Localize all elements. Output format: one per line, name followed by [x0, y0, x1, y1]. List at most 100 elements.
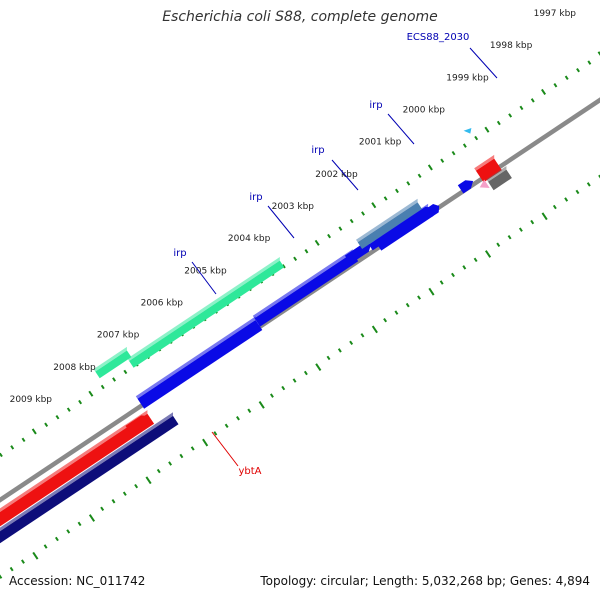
kbp-label: 2002 kbp [315, 170, 358, 180]
inner-tick [202, 438, 209, 447]
outer-tick [474, 135, 479, 141]
inner-tick [21, 559, 25, 564]
kbp-label: 2003 kbp [272, 202, 315, 212]
inner-tick [0, 574, 3, 579]
inner-tick [190, 446, 195, 451]
inner-tick [451, 272, 455, 278]
outer-tick [406, 181, 411, 186]
kbp-label: 2004 kbp [228, 234, 271, 244]
inner-tick [337, 348, 342, 353]
inner-tick [485, 250, 492, 258]
kbp-label: 2008 kbp [53, 363, 96, 373]
gene-label-leader [211, 431, 239, 467]
gene-label-leader [191, 261, 217, 295]
kbp-label: 2000 kbp [403, 106, 446, 116]
outer-tick [440, 158, 445, 163]
inner-tick [292, 378, 297, 383]
irp-feature-steel-bevel [356, 198, 418, 243]
gene-label: irp [369, 100, 382, 111]
outer-tick [21, 437, 26, 443]
inner-tick [417, 295, 421, 300]
gene-label: irp [173, 248, 186, 259]
ybta-feature [125, 415, 150, 435]
outer-tick [44, 422, 49, 427]
outer-tick [293, 256, 298, 262]
irp-feature-blue-lower [137, 320, 263, 409]
outer-tick [576, 67, 580, 73]
kbp-label: 2007 kbp [97, 331, 140, 341]
inner-tick [586, 182, 591, 187]
inner-tick [405, 302, 410, 308]
outer-tick [395, 188, 399, 194]
inner-tick [349, 340, 354, 346]
inner-tick [258, 400, 265, 409]
inner-tick [303, 370, 308, 376]
navy-feature-long-bevel [0, 412, 173, 532]
outer-tick [0, 452, 3, 458]
inner-tick [371, 325, 378, 334]
outer-tick [338, 226, 343, 231]
outer-tick [314, 239, 320, 246]
gene-label: ybtA [238, 466, 261, 477]
inner-tick [100, 506, 105, 512]
inner-tick [360, 333, 365, 338]
outer-tick [541, 88, 547, 96]
inner-tick-ring [0, 174, 600, 579]
outer-tick [427, 164, 433, 171]
outer-tick [304, 249, 309, 254]
inner-tick [269, 393, 274, 398]
inner-tick [518, 227, 523, 232]
inner-tick [541, 212, 548, 221]
inner-tick [496, 242, 501, 247]
kbp-label: 2005 kbp [184, 266, 227, 276]
red-feature-right-bevel [474, 154, 495, 171]
inner-tick [507, 234, 512, 240]
irp-feature-blue-narrow [368, 206, 431, 251]
kbp-label: 2009 kbp [10, 395, 53, 405]
inner-tick [156, 468, 161, 474]
outer-tick [484, 126, 490, 133]
inner-tick [77, 521, 82, 527]
outer-tick [100, 384, 105, 390]
outer-tick [123, 369, 128, 375]
pink-feature [479, 179, 490, 188]
inner-tick [439, 280, 444, 285]
irp-feature-steel [357, 202, 422, 249]
outer-tick [383, 196, 388, 201]
outer-tick [597, 51, 600, 56]
kbp-scale-labels: 1997 kbp 1998 kbp 1999 kbp 2000 kbp 2001 kbp… [10, 9, 577, 405]
accession-text: Accession: NC_011742 [9, 574, 146, 588]
inner-tick [9, 566, 14, 572]
gene-label-leader [387, 113, 415, 145]
outer-tick [530, 98, 535, 103]
kbp-label: 2006 kbp [141, 299, 184, 309]
inner-tick [236, 416, 240, 421]
irp-feature-green-body-bevel [127, 257, 280, 361]
irp-feature-blue-mid [254, 252, 359, 327]
inner-tick [54, 536, 59, 542]
gene-label: irp [249, 192, 262, 203]
inner-tick [213, 431, 218, 436]
outer-tick [31, 428, 37, 435]
irp-feature-blue-tip [426, 204, 440, 217]
irp-feature-green-body [129, 260, 285, 368]
outer-tick [553, 83, 558, 88]
inner-tick [145, 476, 152, 485]
outer-tick [451, 150, 456, 156]
outer-tick [417, 173, 422, 179]
outer-tick [66, 407, 71, 412]
genome-stats-text: Topology: circular; Length: 5,032,268 bp… [260, 574, 590, 588]
map-title: Escherichia coli S88, complete genome [162, 9, 438, 25]
kbp-label: 2001 kbp [359, 138, 402, 148]
gene-label: irp [311, 145, 324, 156]
inner-tick [383, 317, 388, 323]
inner-tick [394, 310, 399, 315]
outer-tick [349, 218, 354, 224]
irp-feature-blue-lower-bevel [135, 316, 256, 399]
inner-tick [315, 363, 322, 372]
outer-tick [281, 264, 286, 269]
inner-tick [473, 257, 478, 263]
kbp-label: 1998 kbp [490, 41, 533, 51]
